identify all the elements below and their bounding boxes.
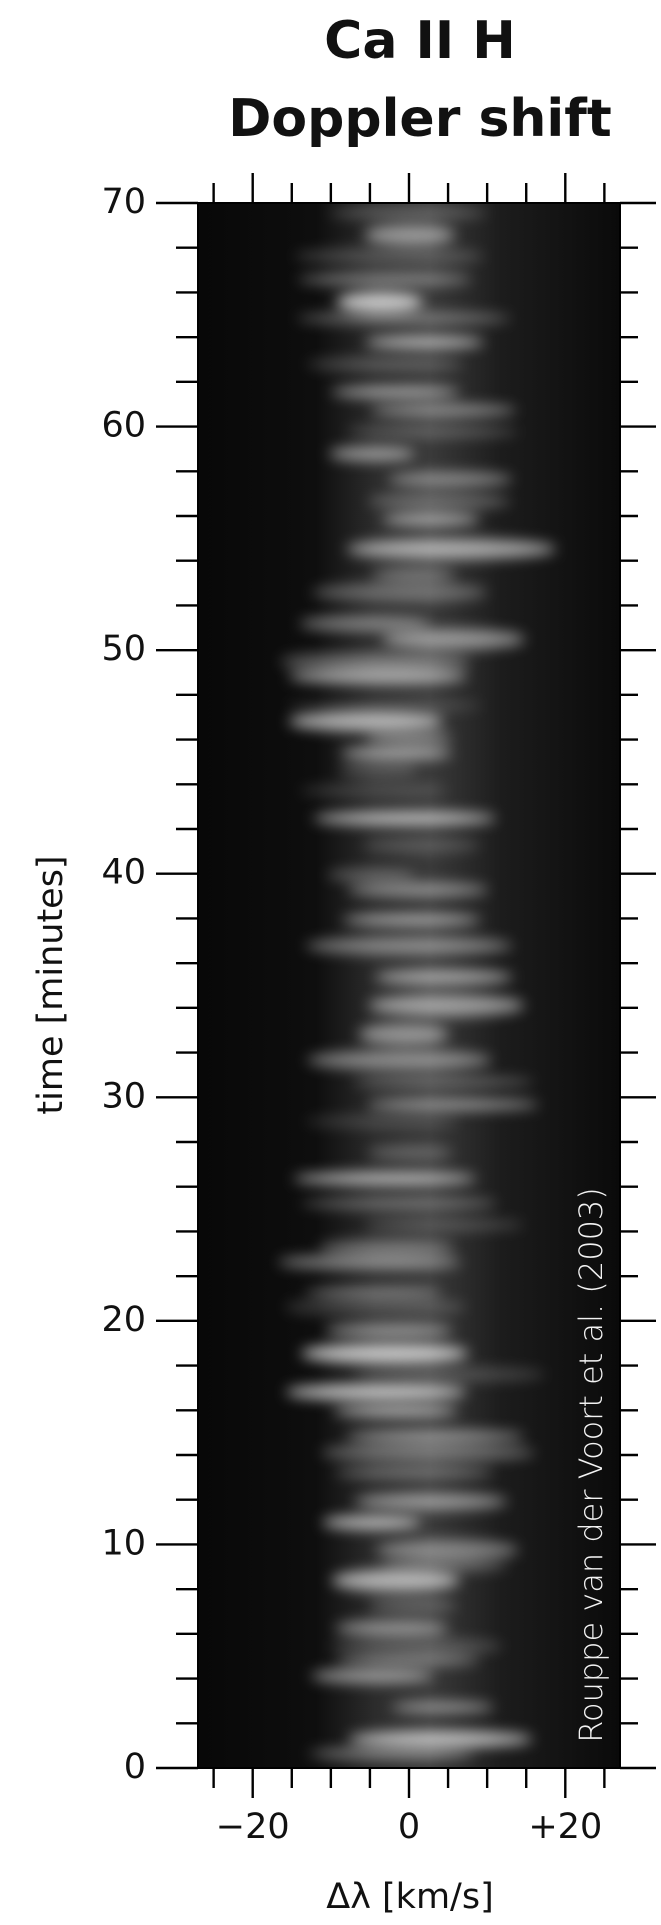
bright-streak — [367, 494, 512, 509]
bright-streak — [375, 1539, 519, 1561]
y-tick-label: 10 — [101, 1523, 146, 1563]
bright-streak — [381, 513, 481, 526]
bright-streak — [298, 274, 473, 285]
bright-streak — [335, 1656, 480, 1665]
bright-streak — [358, 1023, 449, 1046]
bright-streak — [305, 1286, 442, 1298]
bright-streak — [320, 1444, 536, 1461]
y-tick-label: 60 — [101, 406, 146, 446]
chart-subtitle: Doppler shift — [228, 89, 611, 149]
bright-streak — [286, 700, 483, 711]
bright-streak — [333, 1406, 459, 1417]
bright-streak — [331, 387, 461, 397]
bright-streak — [326, 869, 417, 881]
bright-streak — [387, 472, 513, 487]
bright-streak — [370, 404, 517, 417]
bright-streak — [288, 711, 444, 732]
bright-streak — [330, 1638, 504, 1654]
bright-streak — [306, 357, 464, 371]
bright-streak — [311, 583, 488, 602]
bright-streak — [312, 811, 497, 825]
bright-streak — [300, 1343, 469, 1364]
bright-streak — [345, 1430, 525, 1443]
bright-streak — [367, 1146, 453, 1160]
bright-streak — [368, 1598, 457, 1613]
bright-streak — [310, 1668, 434, 1683]
chart-title: Ca II H — [324, 11, 516, 71]
bright-streak — [294, 247, 485, 265]
bright-streak — [306, 1050, 492, 1070]
bright-streak — [381, 629, 526, 650]
bright-streak — [305, 1115, 459, 1128]
bright-streak — [308, 1749, 475, 1758]
bright-streak — [299, 615, 430, 632]
bright-streak — [364, 731, 453, 744]
y-axis-label: time [minutes] — [31, 855, 71, 1114]
credit-annotation: Rouppe van der Voort et al. (2003) — [572, 1187, 610, 1743]
bright-streak — [352, 1077, 534, 1087]
bright-streak — [368, 994, 525, 1017]
bright-streak — [321, 1515, 422, 1530]
bright-streak — [346, 538, 557, 560]
x-tick-label: −20 — [216, 1807, 290, 1847]
bright-streak — [364, 1220, 525, 1230]
y-tick-label: 40 — [101, 853, 146, 893]
bright-streak — [334, 1467, 494, 1478]
bright-streak — [390, 1703, 495, 1712]
bright-streak — [324, 1325, 454, 1337]
bright-streak — [362, 838, 481, 852]
bright-streak — [300, 783, 448, 798]
y-tick-label: 70 — [101, 182, 146, 222]
bright-streak — [328, 208, 488, 218]
bright-streak — [364, 224, 456, 246]
y-tick-label: 30 — [101, 1076, 146, 1116]
bright-streak — [297, 312, 511, 324]
bright-streak — [338, 761, 419, 778]
bright-streak — [336, 291, 424, 313]
bright-streak — [367, 1099, 540, 1110]
bright-streak — [318, 1240, 455, 1256]
bright-streak — [277, 1254, 462, 1270]
bright-streak — [372, 568, 456, 581]
bright-streak — [285, 1384, 467, 1401]
spectrogram-image — [198, 203, 620, 1768]
bright-streak — [352, 1367, 546, 1382]
x-tick-label: 0 — [398, 1807, 420, 1847]
bright-streak — [284, 1297, 467, 1317]
bright-streak — [334, 1620, 449, 1636]
bright-streak — [331, 1569, 460, 1592]
bright-streak — [328, 446, 416, 461]
bright-streak — [346, 426, 518, 437]
bright-streak — [374, 969, 513, 985]
bright-streak — [364, 337, 485, 348]
y-tick-label: 0 — [124, 1747, 146, 1787]
bright-streak — [279, 651, 471, 672]
bright-streak — [288, 667, 468, 686]
bright-streak — [293, 1172, 477, 1185]
bright-streak — [347, 883, 489, 897]
bright-streak — [379, 1559, 509, 1572]
bright-streak — [347, 1731, 533, 1748]
y-tick-label: 20 — [101, 1300, 146, 1340]
bright-streak — [353, 1493, 508, 1510]
bright-streak — [342, 915, 482, 925]
bright-streak — [305, 937, 513, 955]
x-tick-label: +20 — [528, 1807, 602, 1847]
bright-streak — [301, 1198, 498, 1209]
x-axis-label: Δλ [km/s] — [326, 1877, 493, 1917]
y-tick-label: 50 — [101, 629, 146, 669]
bright-streak — [339, 746, 453, 760]
spectrogram-features — [277, 208, 557, 1758]
